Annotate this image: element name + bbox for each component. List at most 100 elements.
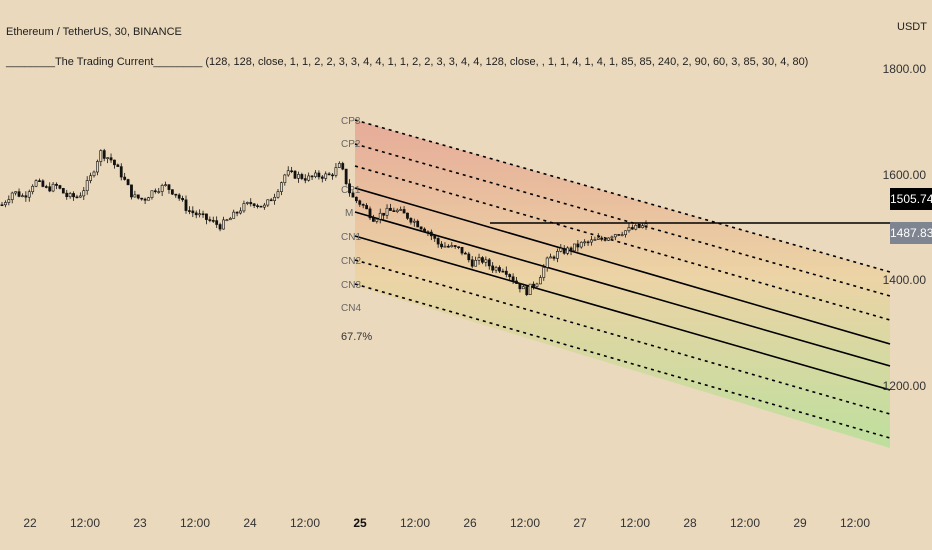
candle-body: [426, 231, 430, 234]
time-axis-label: 24: [243, 516, 257, 530]
candle-body: [402, 209, 406, 214]
channel-label-cn1: CN1: [341, 232, 361, 243]
candle-body: [14, 191, 18, 194]
candle-body: [21, 195, 24, 197]
channel-fill: [355, 120, 890, 448]
candle-body: [48, 186, 52, 192]
candle-body: [208, 219, 212, 221]
candle-body: [232, 211, 236, 219]
candle-body: [106, 157, 110, 159]
candle-body: [273, 196, 276, 201]
candle-body: [399, 209, 403, 211]
candle-body: [266, 199, 270, 206]
candle-body: [55, 183, 58, 186]
time-axis-label: 23: [133, 516, 147, 530]
candle-body: [337, 163, 341, 168]
candle-body: [140, 197, 144, 200]
candle-body: [211, 220, 215, 222]
current-price-tag: 1505.74: [890, 188, 932, 210]
candle-body: [600, 237, 604, 240]
candle-body: [160, 185, 164, 192]
candle-body: [92, 171, 96, 177]
channel-line-m: [354, 187, 891, 345]
candle-body: [552, 256, 556, 259]
candle-body: [177, 194, 181, 199]
candle-body: [164, 184, 167, 186]
candle-body: [617, 234, 621, 236]
candle-body: [245, 202, 249, 204]
time-axis-label: 12:00: [289, 516, 321, 530]
candle-body: [252, 203, 256, 206]
candle-body: [453, 245, 457, 247]
candle-body: [7, 199, 11, 203]
time-axis-label: 28: [683, 516, 697, 530]
candle-body: [596, 237, 600, 240]
candle-body: [113, 159, 116, 166]
time-axis-label: 26: [463, 516, 477, 530]
candle-body: [351, 192, 355, 198]
candle-body: [385, 207, 389, 216]
candle-body: [242, 203, 246, 212]
candle-body: [17, 191, 21, 197]
indicator-legend[interactable]: ________The Trading Current________ (128…: [6, 56, 808, 68]
time-axis-label: 12:00: [509, 516, 541, 530]
candle-body: [532, 283, 535, 287]
candle-body: [99, 150, 103, 162]
candle-body: [153, 190, 157, 193]
candle-body: [222, 219, 225, 230]
candle-body: [576, 243, 580, 248]
candle-body: [419, 226, 423, 230]
candle-body: [412, 220, 416, 223]
candle-body: [627, 227, 631, 232]
channel-line-cp1: [354, 165, 891, 321]
candle-body: [450, 245, 454, 248]
time-axis-label: 12:00: [619, 516, 651, 530]
time-axis-label: 12:00: [839, 516, 871, 530]
price-axis-label: 1600.00: [882, 167, 926, 182]
candle-body: [341, 163, 345, 170]
candle-body: [634, 225, 638, 230]
candle-body: [235, 211, 239, 214]
candle-body: [395, 209, 399, 212]
candle-body: [41, 180, 45, 187]
candle-body: [603, 239, 607, 241]
candle-body: [624, 230, 627, 235]
candle-body: [61, 188, 65, 194]
candle-body: [300, 174, 304, 179]
time-axis-label: 12:00: [399, 516, 431, 530]
candle-body: [262, 204, 266, 208]
candle-body: [82, 190, 86, 197]
time-axis-label: 12:00: [179, 516, 211, 530]
candle-body: [545, 257, 549, 268]
candle-body: [409, 218, 413, 223]
candle-body: [72, 193, 75, 198]
candle-body: [102, 150, 106, 159]
candle-body: [269, 199, 273, 202]
candle-body: [188, 210, 191, 212]
candle-body: [406, 212, 409, 219]
channel-line-cp2: [354, 143, 891, 297]
candle-body: [89, 175, 92, 181]
time-axis-label: 29: [793, 516, 807, 530]
candle-body: [259, 205, 263, 208]
candle-body: [433, 235, 437, 239]
candle-body: [569, 247, 573, 252]
candle-body: [143, 198, 147, 201]
price-axis-unit: USDT: [897, 21, 927, 33]
candle-body: [389, 207, 392, 211]
candle-body: [314, 172, 317, 177]
candle-body: [579, 241, 583, 248]
candle-body: [504, 270, 508, 275]
candle-body: [10, 192, 14, 200]
candle-body: [586, 241, 590, 244]
candle-body: [501, 270, 505, 273]
time-axis-label: 25: [353, 516, 367, 530]
candle-body: [494, 267, 498, 271]
candle-body: [119, 166, 123, 178]
candle-body: [498, 267, 501, 272]
candle-body: [641, 225, 644, 228]
candle-body: [610, 236, 614, 239]
candle-body: [109, 157, 113, 161]
candle-body: [44, 186, 48, 188]
